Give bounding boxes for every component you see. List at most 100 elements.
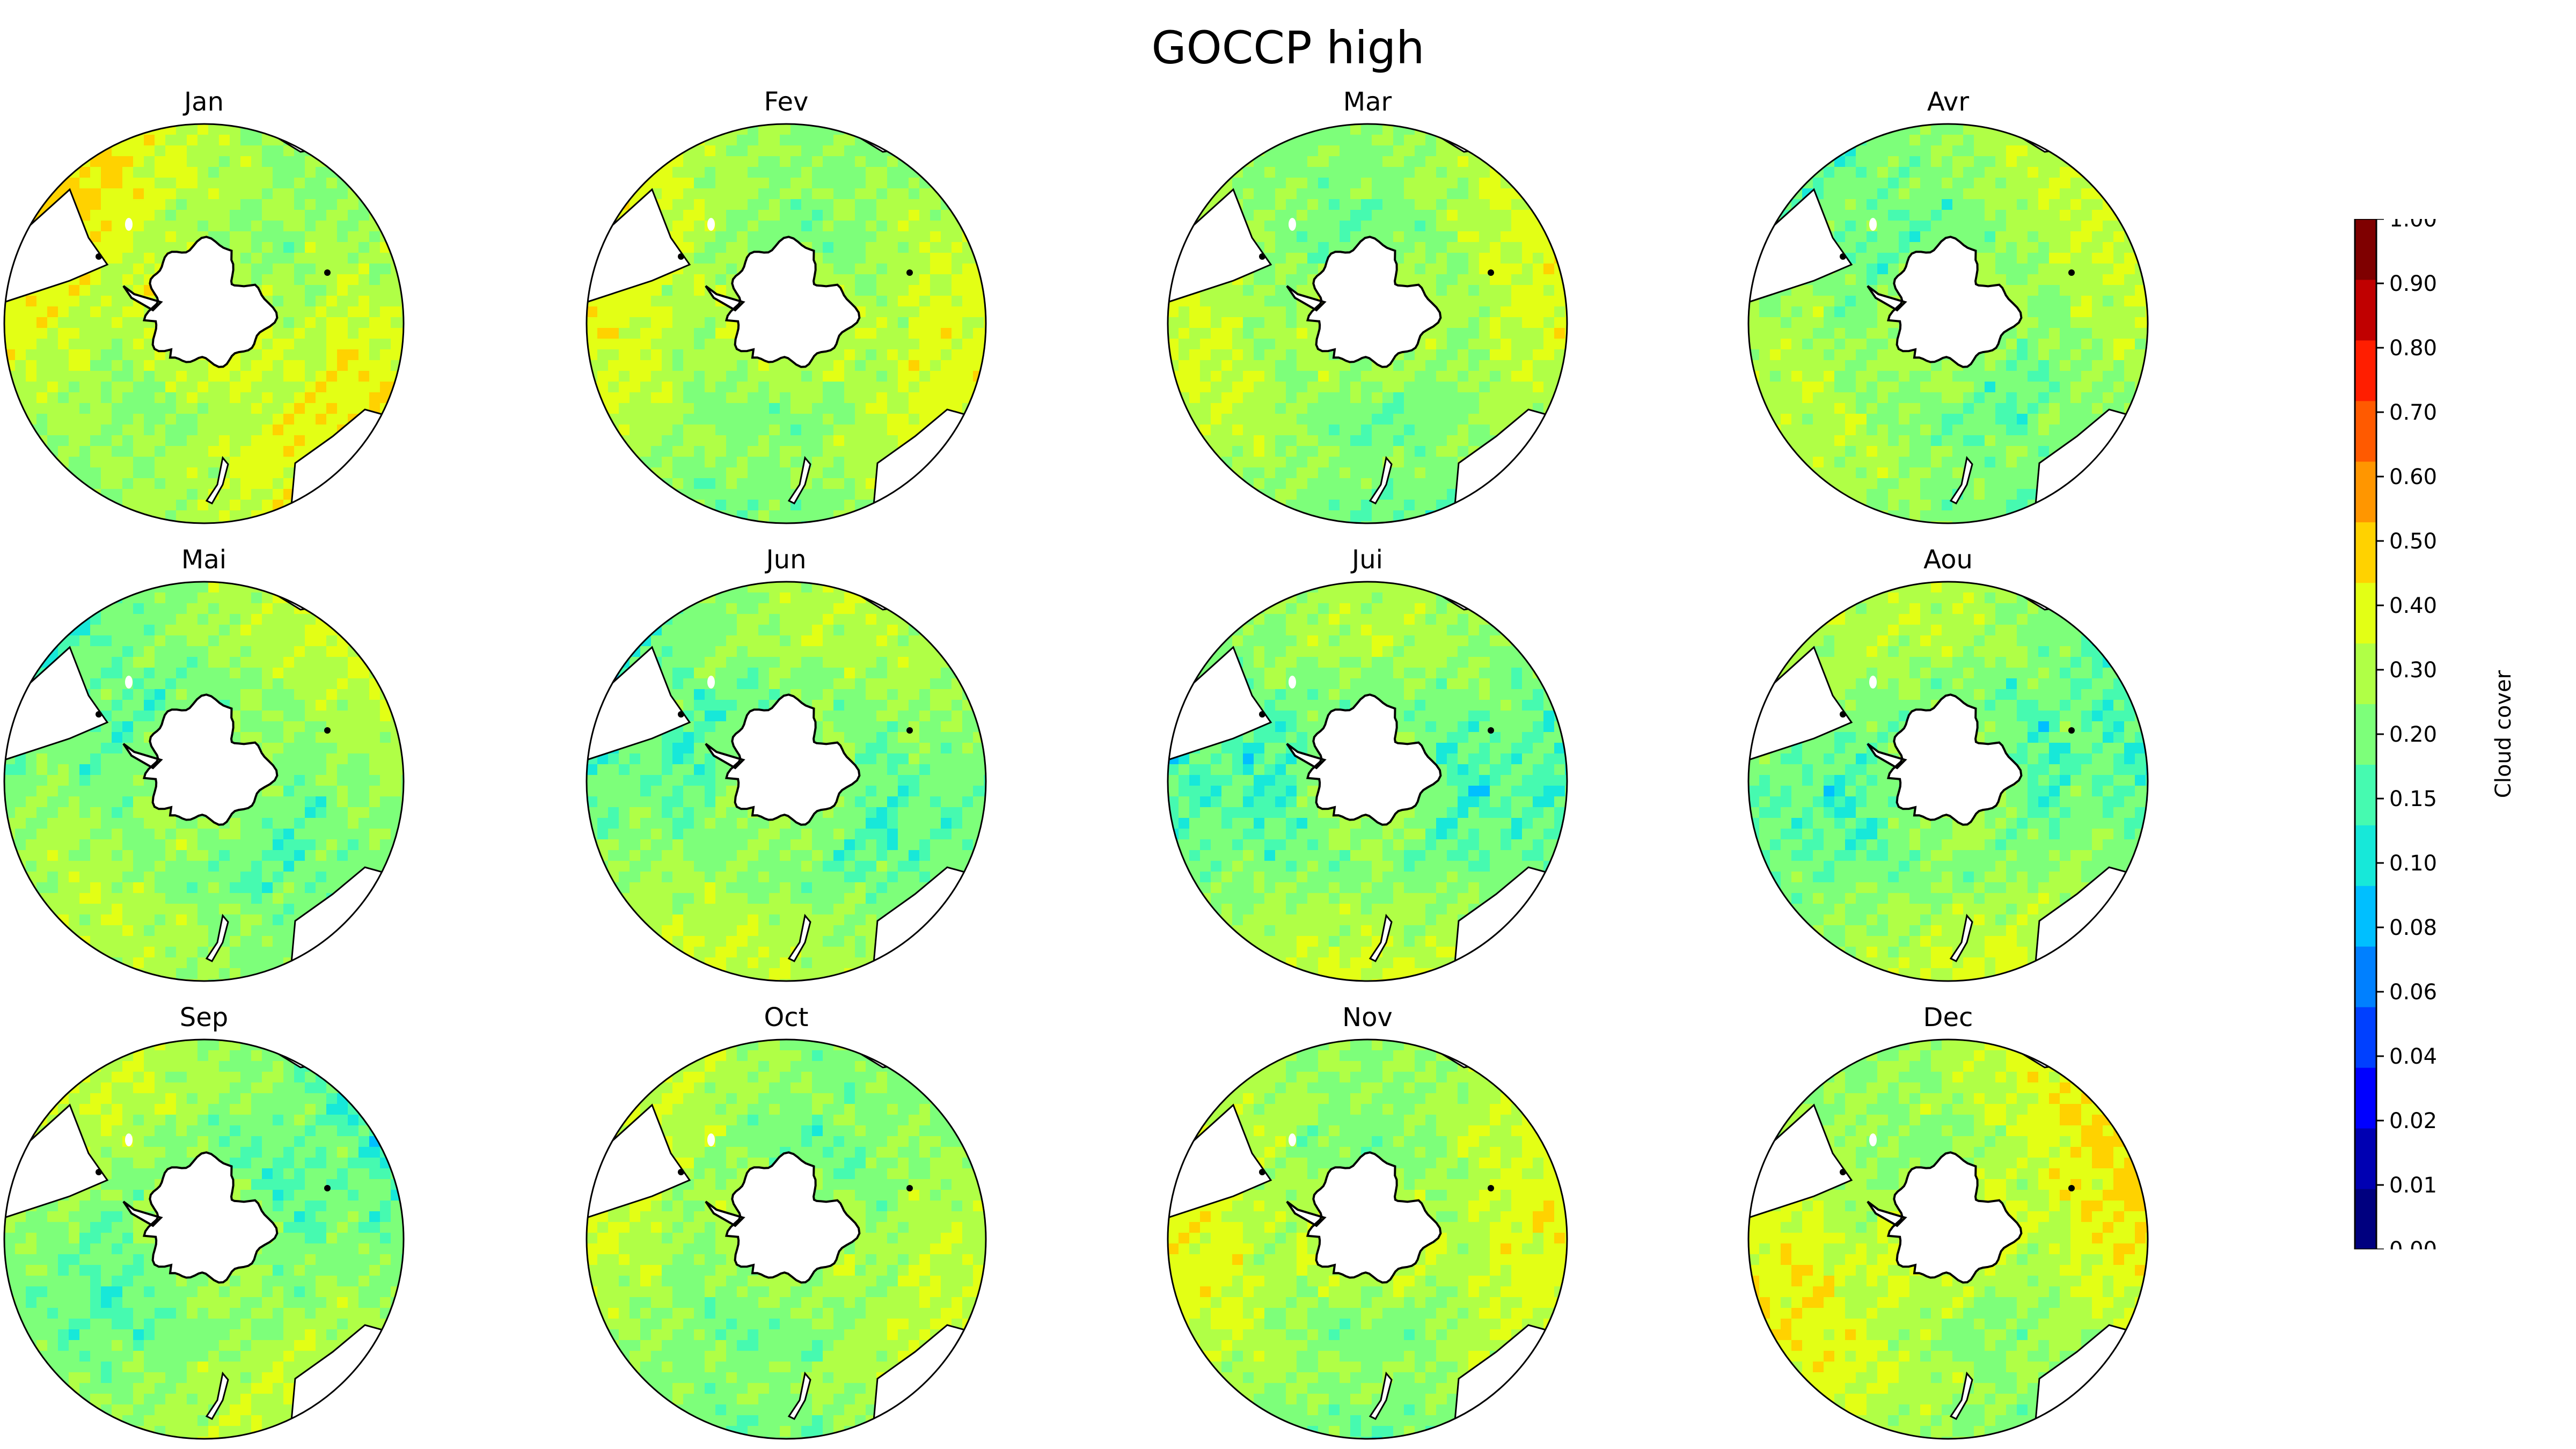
- cloud-cell: [640, 489, 652, 500]
- cloud-cell: [694, 467, 705, 479]
- cloud-cell: [683, 156, 694, 167]
- cloud-cell: [1479, 425, 1490, 436]
- cloud-cell: [1318, 500, 1329, 511]
- cloud-cell: [1511, 199, 1523, 210]
- cloud-cell: [1232, 306, 1243, 318]
- cloud-cell: [1458, 435, 1469, 447]
- cloud-cell: [58, 382, 69, 393]
- cloud-cell: [1179, 317, 1190, 328]
- cloud-cell: [2070, 145, 2082, 157]
- cloud-cell: [47, 167, 58, 178]
- cloud-cell: [358, 360, 370, 371]
- cloud-cell: [401, 188, 404, 200]
- cloud-cell: [694, 296, 705, 307]
- cloud-cell: [1479, 317, 1490, 328]
- cloud-cell: [2092, 274, 2103, 286]
- cloud-cell: [630, 135, 641, 146]
- cloud-cell: [133, 317, 144, 328]
- cloud-cell: [401, 253, 404, 264]
- cloud-cell: [230, 425, 241, 436]
- cloud-cell: [984, 500, 986, 511]
- cloud-cell: [1189, 210, 1201, 221]
- cloud-cell: [251, 156, 262, 167]
- cloud-cell: [2060, 221, 2071, 232]
- cloud-cell: [705, 210, 716, 221]
- cloud-cell: [305, 382, 316, 393]
- cloud-cell: [791, 521, 802, 523]
- cloud-cell: [15, 199, 26, 210]
- cloud-cell: [1791, 178, 1803, 189]
- cloud-cell: [758, 403, 770, 414]
- cloud-cell: [369, 382, 380, 393]
- cloud-cell: [619, 328, 630, 339]
- cloud-cell: [337, 306, 348, 318]
- cloud-cell: [726, 435, 737, 447]
- cloud-cell: [251, 467, 262, 479]
- cloud-cell: [79, 489, 91, 500]
- cloud-cell: [597, 188, 609, 200]
- cloud-cell: [294, 285, 305, 296]
- cloud-cell: [4, 210, 16, 221]
- cloud-cell: [898, 135, 909, 146]
- cloud-cell: [122, 457, 134, 468]
- cloud-cell: [1447, 457, 1458, 468]
- cloud-cell: [1318, 156, 1329, 167]
- cloud-cell: [1436, 457, 1447, 468]
- cloud-cell: [919, 135, 931, 146]
- cloud-cell: [208, 521, 219, 523]
- cloud-cell: [1436, 414, 1447, 425]
- cloud-cell: [919, 199, 931, 210]
- cloud-cell: [952, 489, 963, 500]
- cloud-cell: [1447, 360, 1458, 371]
- cloud-cell: [294, 371, 305, 382]
- cloud-cell: [780, 403, 791, 414]
- cloud-cell: [240, 156, 252, 167]
- cloud-cell: [2028, 199, 2039, 210]
- cloud-cell: [79, 274, 91, 286]
- cloud-cell: [144, 253, 155, 264]
- cloud-cell: [941, 285, 952, 296]
- cloud-cell: [705, 403, 716, 414]
- cloud-cell: [1254, 221, 1265, 232]
- cloud-cell: [1189, 435, 1201, 447]
- cloud-cell: [619, 478, 630, 489]
- cloud-cell: [1415, 457, 1426, 468]
- cloud-cell: [79, 392, 91, 404]
- cloud-cell: [1447, 178, 1458, 189]
- cloud-cell: [1243, 510, 1254, 522]
- cloud-cell: [26, 446, 37, 457]
- cloud-cell: [305, 349, 316, 361]
- cloud-cell: [187, 446, 198, 457]
- cloud-cell: [705, 349, 716, 361]
- cloud-cell: [952, 521, 963, 523]
- cloud-cell: [26, 478, 37, 489]
- cloud-cell: [1533, 253, 1544, 264]
- cloud-cell: [112, 328, 123, 339]
- cloud-cell: [187, 467, 198, 479]
- cloud-cell: [380, 489, 391, 500]
- cloud-cell: [887, 382, 898, 393]
- cloud-cell: [640, 306, 652, 318]
- cloud-cell: [337, 253, 348, 264]
- cloud-cell: [90, 231, 101, 243]
- cloud-cell: [683, 210, 694, 221]
- cloud-cell: [1522, 178, 1533, 189]
- cloud-cell: [101, 360, 112, 371]
- cloud-cell: [919, 306, 931, 318]
- cloud-cell: [898, 264, 909, 275]
- cloud-cell: [2092, 253, 2103, 264]
- cloud-cell: [748, 210, 759, 221]
- cloud-cell: [1275, 349, 1286, 361]
- cloud-cell: [165, 360, 177, 371]
- cloud-cell: [262, 435, 273, 447]
- cloud-cell: [2135, 242, 2146, 253]
- cloud-cell: [230, 221, 241, 232]
- cloud-cell: [36, 382, 48, 393]
- cloud-cell: [1479, 328, 1490, 339]
- cloud-cell: [1748, 156, 1760, 167]
- cloud-cell: [1942, 210, 1953, 221]
- cloud-cell: [1168, 435, 1179, 447]
- cloud-cell: [748, 392, 759, 404]
- cloud-cell: [1307, 221, 1319, 232]
- cloud-cell: [391, 425, 402, 436]
